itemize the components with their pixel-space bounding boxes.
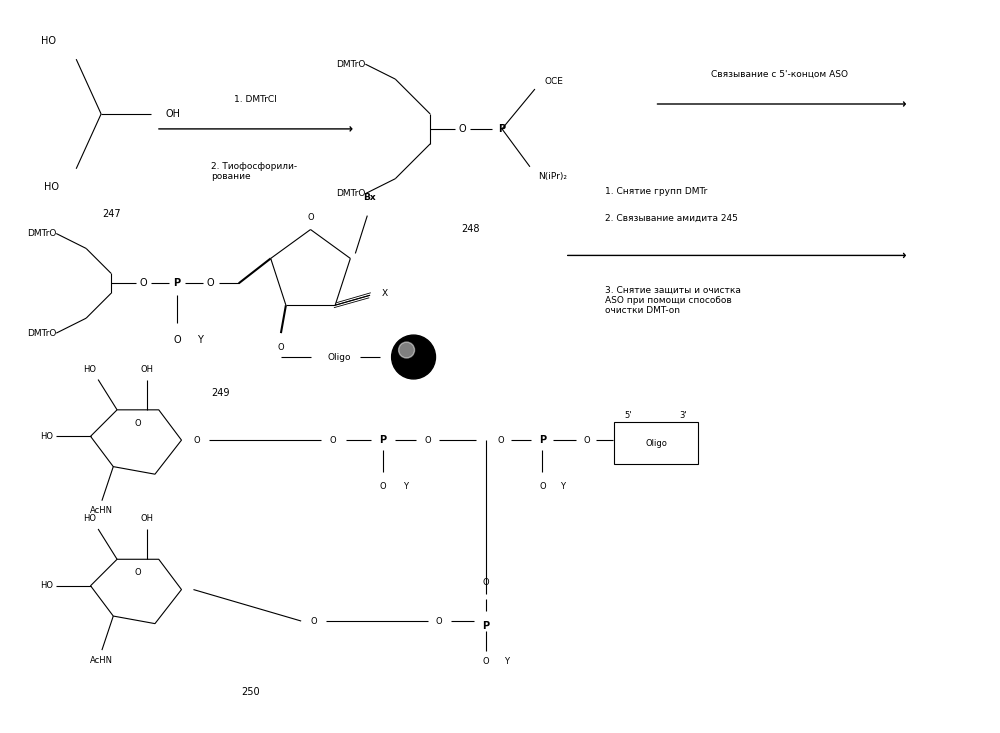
Text: Y: Y [560,482,565,491]
Text: O: O [458,124,466,134]
Text: O: O [583,435,590,445]
Text: O: O [193,435,200,445]
Text: P: P [498,124,506,134]
Text: O: O [307,213,314,221]
Text: O: O [539,482,546,491]
Text: 247: 247 [102,209,120,218]
Text: OH: OH [141,365,154,374]
Text: P: P [379,435,386,445]
Text: DMTrO: DMTrO [27,229,56,238]
Text: O: O [135,568,141,577]
Text: HO: HO [40,581,53,590]
Text: 250: 250 [241,687,260,697]
Circle shape [392,335,435,379]
Text: OH: OH [166,109,181,119]
Text: Y: Y [403,482,408,491]
Text: O: O [482,578,489,587]
Text: AcHN: AcHN [90,507,113,515]
Text: HO: HO [83,365,96,374]
Text: O: O [139,279,147,288]
Text: O: O [424,435,431,445]
Text: P: P [539,435,546,445]
Text: Связывание с 5'-концом ASO: Связывание с 5'-концом ASO [711,70,848,78]
Text: 1. Снятие групп DMTr: 1. Снятие групп DMTr [605,187,707,196]
Text: O: O [482,657,489,666]
Text: O: O [380,482,386,491]
Text: O: O [311,616,317,625]
Circle shape [399,342,415,358]
Text: DMTrO: DMTrO [336,189,365,198]
Text: X: X [382,289,388,298]
Text: 249: 249 [212,388,230,398]
Text: 2. Связывание амидита 245: 2. Связывание амидита 245 [605,214,738,223]
Text: O: O [330,435,336,445]
Text: 248: 248 [461,224,479,234]
Text: DMTrO: DMTrO [27,328,56,338]
Text: O: O [278,343,284,352]
Text: DMTrO: DMTrO [336,59,365,69]
Text: 1. DMTrCl: 1. DMTrCl [234,95,277,104]
Text: Bx: Bx [363,193,376,202]
Text: P: P [173,279,180,288]
Text: HO: HO [40,432,53,441]
Text: 3': 3' [679,410,687,420]
Text: Oligo: Oligo [645,438,667,448]
Text: 2. Тиофосфорили-
рование: 2. Тиофосфорили- рование [211,162,297,181]
Text: HO: HO [83,515,96,523]
Text: O: O [435,616,442,625]
Text: Y: Y [197,335,203,345]
Text: P: P [482,621,489,631]
Text: O: O [135,419,141,427]
Text: O: O [497,435,504,445]
Text: HO: HO [41,36,56,46]
Text: OCE: OCE [545,76,564,86]
Text: Oligo: Oligo [328,353,351,361]
Text: Y: Y [504,657,509,666]
Text: OH: OH [141,515,154,523]
Text: HO: HO [44,182,59,192]
Text: O: O [207,279,215,288]
Text: 5': 5' [624,410,632,420]
Text: 3. Снятие защиты и очистка
ASO при помощи способов
очистки DMT-on: 3. Снятие защиты и очистка ASO при помощ… [605,285,741,315]
Text: O: O [173,335,181,345]
Text: N(iPr)₂: N(iPr)₂ [538,172,567,181]
Text: AcHN: AcHN [90,656,113,665]
